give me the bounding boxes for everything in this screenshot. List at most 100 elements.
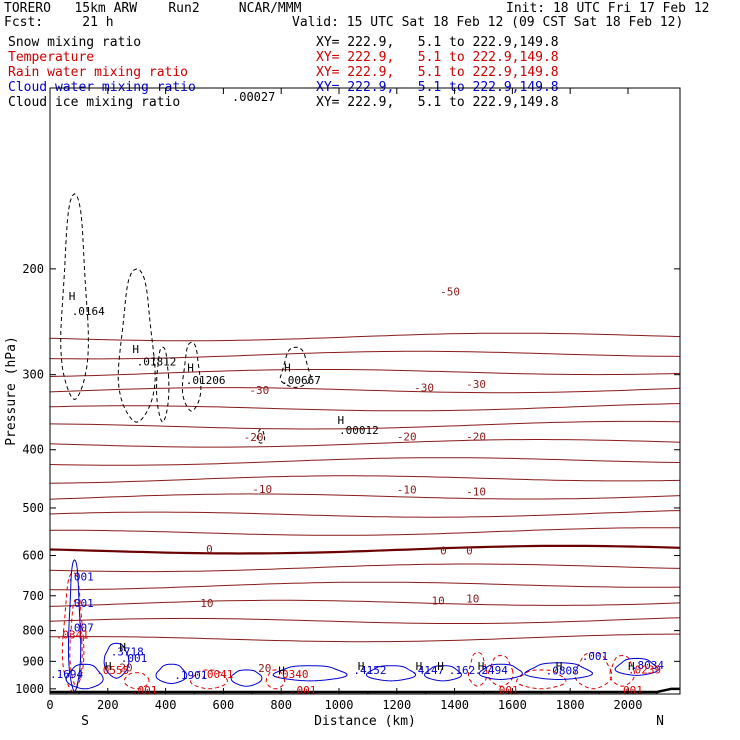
rain-water-label: .001 [290,684,317,697]
isotherm-label: 0 [466,544,473,557]
isotherm-line [49,544,681,555]
axes: 0 200 400 600 800 1000 1200 1400 1600 1800 2000200… [15,88,680,712]
x-tick-label: 200 [97,698,119,712]
y-tick-label: 1000 [15,682,44,696]
init-time: Init: 18 UTC Fri 17 Feb 12 [506,1,710,16]
rain-water-label: .0340 [275,668,308,681]
cloud-water-label: .1694 [50,668,83,681]
max-marker: H [284,362,291,375]
cloud-ice-label: .00012 [339,424,379,437]
rain-water-contour [574,651,613,690]
x-tick-label: 400 [155,698,177,712]
cloud-water-contour [272,665,348,682]
max-marker: H [119,641,126,654]
legend-snow-xy: XY= 222.9, 5.1 to 222.9,149.8 [316,35,559,50]
cloud-water-label: .3718 [111,645,144,658]
x-axis-title: Distance (km) [314,714,416,729]
isotherm-label: 0 [206,543,213,556]
y-tick-label: 200 [22,262,44,276]
cloud-ice-label: .01812 [137,355,177,368]
cloud-ice-contour [117,268,156,423]
plot-frame [49,87,681,695]
legend-snow-label: Snow mixing ratio [8,35,142,50]
max-marker: H [416,660,423,673]
isotherm-label: -10 [466,485,486,498]
isotherm-label: -50 [440,285,460,298]
rain-water-label: .0555 [96,664,129,677]
isotherm-line [49,332,681,342]
model-title: TORERO 15km ARW Run2 NCAR/MMM [4,1,302,16]
cloud-water-contour [67,559,82,693]
temperature-isotherms [49,332,681,694]
cloud-water-label: .8034 [631,659,664,672]
cloud-water-contour [230,669,263,687]
y-tick-label: 300 [22,368,44,382]
cloud-water-contour [365,665,417,682]
cloud-water-contour [478,663,523,681]
max-marker: H [478,660,485,673]
cloud-water-contour [103,642,130,679]
isotherm-line [49,633,680,643]
cloud-water-label: .001 [67,597,94,610]
x-tick-label: 1800 [556,698,585,712]
isotherm-line [49,457,681,466]
y-tick-label: 800 [22,624,44,638]
x-tick-label: 800 [270,698,292,712]
rain-water-contour [189,669,228,690]
legend-rain-xy: XY= 222.9, 5.1 to 222.9,149.8 [316,65,559,80]
isotherm-label: -20 [466,430,486,443]
cloud-ice-contour [279,346,312,388]
rain-water-label: .0341 [56,629,89,642]
cloud-water-contour [524,662,594,681]
max-marker: H [187,362,194,375]
isotherm-line [49,403,681,412]
isotherm-label: -10 [397,484,417,497]
cloud-ice-contour [256,428,266,444]
y-tick-label: 400 [22,443,44,457]
max-marker: H [132,343,139,356]
cloud-water-label: .1901 [174,669,207,682]
cloud-water-contour [65,663,104,690]
max-marker: H [105,660,112,673]
forecast-hour: Fcst: 21 h [4,15,114,30]
isotherm-label: -20 [244,431,264,444]
contour-labels: -50 -30 -30 -30 -20 -20 -20 -10 -10 -10 0 0 0 10 10 10 2… [50,285,664,697]
cloud-water-contour [614,657,659,676]
cloud-ice-label: .00667 [281,374,321,387]
isotherm-line [49,563,681,573]
legend-cloud-ice-label: Cloud ice mixing ratio [8,95,181,110]
isotherm-line [49,420,681,430]
legend-temperature-xy: XY= 222.9, 5.1 to 222.9,149.8 [316,50,559,65]
cloud-water-label: .007 [67,621,94,634]
isotherm-line [49,387,681,394]
isotherm-line [49,439,681,448]
rain-water-label: .001 [492,684,519,697]
x-tick-label: 1000 [325,698,354,712]
rain-water-contour [467,651,488,687]
isotherm-line [50,581,681,591]
cloud-water-label: .001 [121,652,148,665]
isotherm-line [49,475,681,484]
max-marker: H [338,414,345,427]
rain-water-label: .001 [131,684,158,697]
isotherm-line [49,350,681,360]
cloud-water-label: .001 [67,570,94,583]
isotherm-line [49,599,681,607]
max-marker: H [556,660,563,673]
y-tick-label: 700 [22,589,44,603]
rain-water-contour [609,654,636,687]
isotherm-label: 20 [119,662,132,675]
x-tick-label: 1600 [498,698,527,712]
cloud-water-contours [65,559,659,693]
cloud-water-contour [155,663,188,685]
top-contour-label: .00027 [232,90,275,104]
isotherm-line [49,510,681,518]
rain-water-contour [123,672,150,690]
isotherm-label: 0 [440,544,447,557]
isotherm-label: 20 [258,662,271,675]
cloud-water-label: .162 [449,664,476,677]
isotherm-line [49,617,681,624]
max-marker: H [358,660,365,673]
isotherm-label: -30 [249,384,269,397]
y-axis-title: Pressure (hPa) [4,336,19,446]
